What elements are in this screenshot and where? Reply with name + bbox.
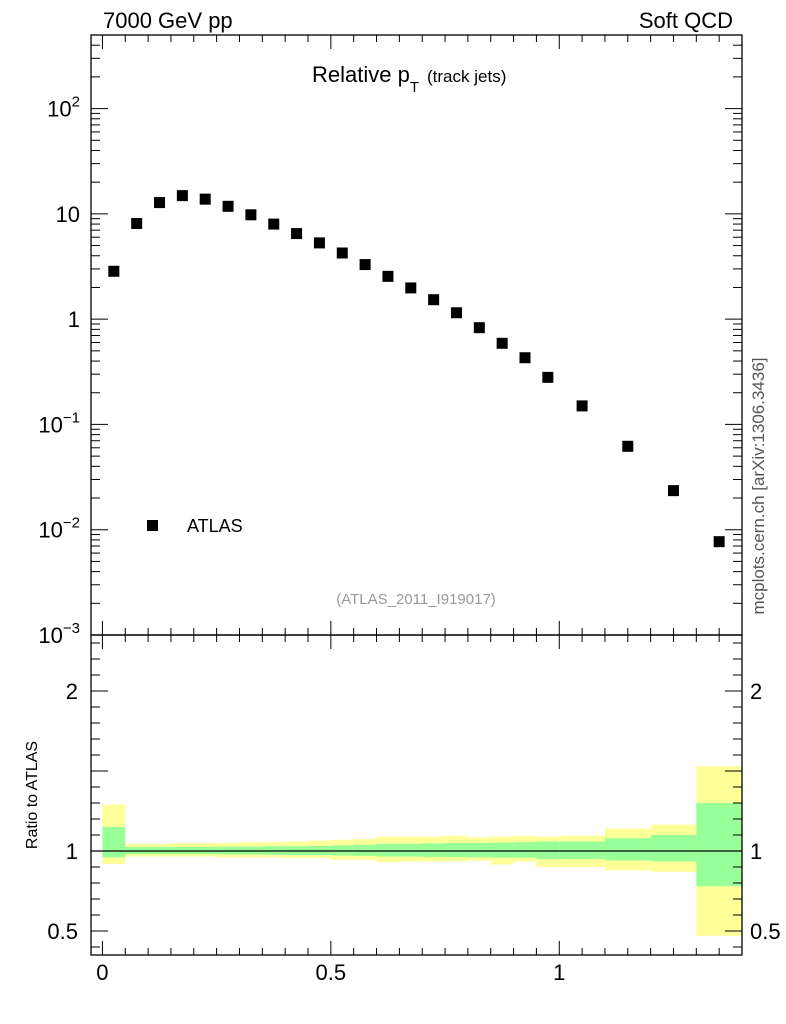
ratio-y-tick-label-right: 1	[750, 839, 762, 864]
ratio-panel: 2 21 10.5 0.5 0 0.5 1 Ratio to ATLAS	[24, 634, 781, 985]
data-point	[336, 247, 348, 259]
stat-uncertainty-band	[376, 843, 400, 857]
ratio-bands	[102, 766, 742, 936]
x-tick-label: 0	[96, 960, 108, 985]
stat-uncertainty-band	[559, 841, 605, 859]
stat-uncertainty-band	[467, 843, 491, 858]
ratio-y-tick-label: 0.5	[47, 919, 78, 944]
stat-uncertainty-band	[445, 843, 468, 858]
data-point	[450, 307, 462, 319]
ratio-y-tick-label: 1	[66, 839, 78, 864]
main-plot-frame	[90, 34, 743, 636]
stat-uncertainty-band	[422, 843, 446, 857]
data-point	[496, 337, 508, 349]
x-tick-labels: 0 0.5 1	[96, 960, 565, 985]
ratio-plot-frame	[90, 634, 743, 956]
stat-uncertainty-band	[604, 838, 651, 861]
legend-marker-atlas	[147, 520, 158, 531]
ratio-y-axis-label: Ratio to ATLAS	[24, 741, 41, 849]
y-tick-label: 10−1	[38, 409, 80, 437]
data-points	[108, 190, 725, 548]
data-point	[176, 190, 188, 202]
data-point	[542, 371, 554, 383]
y-tick-label: 10−2	[38, 515, 80, 543]
legend-label-atlas: ATLAS	[187, 516, 243, 536]
data-point	[199, 193, 211, 205]
ratio-ticks	[91, 635, 743, 955]
data-point	[382, 270, 394, 282]
main-title-subscript: T	[410, 79, 419, 96]
legend: ATLAS	[147, 516, 243, 536]
data-point	[131, 218, 143, 230]
y-tick-label: 102	[47, 94, 80, 122]
data-point	[359, 259, 371, 271]
data-point	[473, 322, 485, 334]
data-point	[222, 200, 234, 212]
stat-uncertainty-band	[513, 842, 537, 858]
header-left-label: 7000 GeV pp	[103, 8, 233, 33]
stat-uncertainty-band	[399, 843, 423, 857]
side-source-label: mcplots.cern.ch [arXiv:1306.3436]	[749, 357, 768, 614]
data-point	[405, 282, 417, 294]
ratio-y-tick-labels: 2 2 1 1 0.5 0.5	[47, 679, 780, 944]
data-point	[622, 440, 634, 452]
main-panel: Relative pT(track jets) 10210110−110−210…	[38, 34, 743, 648]
data-point	[245, 209, 257, 221]
ratio-y-tick-label-right: 2	[750, 679, 762, 704]
data-point	[667, 485, 679, 497]
stat-uncertainty-band	[536, 841, 560, 859]
stat-uncertainty-band	[650, 835, 697, 862]
stat-uncertainty-band	[696, 803, 742, 887]
x-tick-label: 0.5	[316, 960, 347, 985]
data-point	[519, 352, 531, 364]
data-point	[268, 218, 280, 230]
x-tick-label: 1	[553, 960, 565, 985]
data-point	[428, 294, 440, 306]
data-point	[291, 228, 303, 240]
main-title: Relative pT (track jets)	[312, 62, 506, 96]
stat-uncertainty-band	[102, 827, 126, 858]
y-tick-label: 1	[68, 307, 80, 332]
main-title-paren: (track jets)	[427, 67, 506, 86]
main-y-tick-labels: 102 10 1 10−1 10−2 10−3	[38, 94, 80, 648]
header-right-label: Soft QCD	[639, 8, 733, 33]
data-point	[576, 400, 588, 412]
data-point	[713, 536, 725, 548]
y-tick-label: 10	[56, 202, 80, 227]
analysis-reference: (ATLAS_2011_I919017)	[336, 591, 496, 608]
main-ticks	[91, 34, 743, 636]
y-tick-label: 10−3	[38, 620, 80, 648]
ratio-y-tick-label: 2	[66, 679, 78, 704]
main-title-text: Relative p	[312, 62, 410, 87]
data-point	[108, 265, 120, 277]
data-point	[154, 197, 166, 209]
data-point	[313, 237, 325, 249]
ratio-y-tick-label-right: 0.5	[750, 919, 781, 944]
stat-uncertainty-band	[490, 842, 514, 858]
